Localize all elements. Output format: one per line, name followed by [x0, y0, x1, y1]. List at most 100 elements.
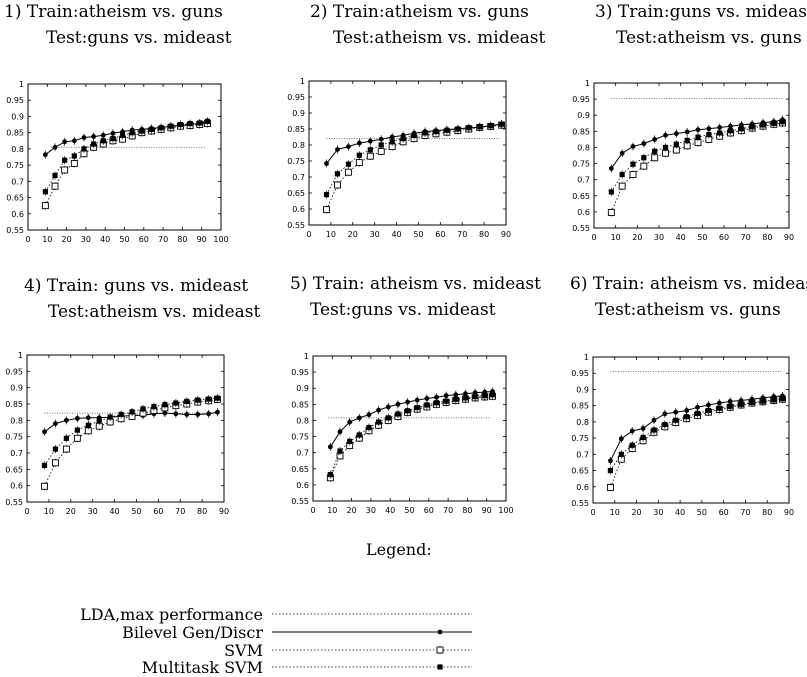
point-svm — [640, 162, 648, 170]
point-multitask-svm — [345, 161, 351, 167]
point-multitask-svm — [705, 407, 712, 414]
y-tick-label: 1 — [585, 79, 590, 88]
series-line-multitask-svm — [610, 121, 783, 193]
point-bilevel-gen-discr — [356, 140, 362, 146]
point-multitask-svm — [443, 398, 449, 404]
panel-2-title-line1: 2) Train:atheism vs. guns — [310, 2, 529, 22]
point-multitask-svm — [385, 415, 391, 421]
x-tick-label: 50 — [697, 233, 707, 242]
y-tick-label: 0.7 — [576, 450, 589, 459]
point-bilevel-gen-discr — [71, 138, 77, 144]
point-multitask-svm — [187, 120, 193, 127]
point-multitask-svm — [499, 121, 505, 127]
point-multitask-svm — [85, 422, 91, 428]
y-tick-label: 0.75 — [291, 433, 309, 442]
y-tick-label: 0.55 — [5, 498, 23, 507]
point-multitask-svm — [488, 123, 494, 129]
point-bilevel-gen-discr — [453, 392, 459, 398]
point-bilevel-gen-discr — [695, 404, 700, 410]
x-tick-label: 10 — [327, 506, 337, 515]
point-bilevel-gen-discr — [443, 393, 449, 399]
point-multitask-svm — [433, 400, 440, 406]
point-svm — [651, 154, 659, 162]
point-multitask-svm — [100, 138, 106, 144]
x-tick-label: 0 — [306, 230, 311, 239]
point-bilevel-gen-discr — [162, 410, 168, 416]
point-svm — [51, 182, 59, 190]
point-multitask-svm — [204, 118, 211, 124]
point-multitask-svm — [184, 398, 190, 404]
x-tick-label: 20 — [348, 230, 358, 239]
y-tick-label: 0.7 — [296, 449, 309, 458]
point-svm — [607, 209, 615, 216]
y-tick-label: 0.75 — [571, 434, 589, 443]
point-multitask-svm — [173, 400, 179, 406]
point-svm — [52, 459, 59, 467]
point-bilevel-gen-discr — [366, 412, 372, 418]
x-tick-label: 40 — [676, 233, 686, 242]
y-tick-label: 1 — [300, 77, 305, 86]
y-tick-label: 0.85 — [571, 402, 589, 411]
x-tick-label: 90 — [219, 507, 229, 516]
y-tick-label: 0.85 — [6, 129, 24, 138]
y-tick-label: 0.6 — [296, 481, 309, 490]
y-tick-label: 0.7 — [11, 177, 24, 186]
point-multitask-svm — [760, 122, 766, 128]
point-multitask-svm — [727, 128, 734, 134]
point-bilevel-gen-discr — [347, 419, 353, 425]
point-bilevel-gen-discr — [42, 429, 47, 435]
legend-marker-svm — [436, 646, 444, 654]
y-tick-label: 0.7 — [10, 449, 23, 458]
point-bilevel-gen-discr — [184, 412, 190, 417]
point-bilevel-gen-discr — [717, 125, 723, 130]
series-line-svm — [45, 123, 208, 206]
x-tick-label: 20 — [632, 233, 642, 242]
point-multitask-svm — [367, 147, 373, 153]
x-tick-label: 60 — [424, 506, 434, 515]
y-tick-label: 0.6 — [11, 210, 24, 219]
y-tick-label: 0.7 — [577, 176, 590, 185]
legend-label-bilevel: Bilevel Gen/Discr — [122, 623, 263, 642]
point-multitask-svm — [651, 427, 657, 433]
legend-sample-lda — [272, 613, 472, 615]
x-tick-label: 60 — [435, 230, 445, 239]
point-bilevel-gen-discr — [651, 417, 657, 423]
point-svm — [629, 171, 637, 178]
point-multitask-svm — [477, 124, 483, 130]
point-bilevel-gen-discr — [42, 152, 48, 158]
x-tick-label: 30 — [370, 230, 380, 239]
legend-marker-multitask-svm — [437, 664, 443, 670]
point-multitask-svm — [139, 128, 145, 134]
point-svm — [334, 181, 341, 189]
point-svm — [41, 482, 48, 490]
x-tick-label: 70 — [741, 233, 751, 242]
point-multitask-svm — [327, 471, 333, 478]
point-bilevel-gen-discr — [706, 126, 712, 132]
x-tick-label: 10 — [610, 508, 620, 517]
y-tick-label: 0.55 — [287, 221, 305, 230]
x-tick-label: 40 — [385, 506, 395, 515]
y-tick-label: 1 — [19, 80, 24, 89]
point-bilevel-gen-discr — [608, 458, 613, 464]
panel-2-title-line2: Test:atheism vs. mideast — [333, 28, 546, 48]
point-svm — [323, 206, 330, 214]
y-tick-label: 0.65 — [6, 194, 24, 203]
point-bilevel-gen-discr — [608, 165, 614, 171]
point-multitask-svm — [771, 120, 777, 126]
point-bilevel-gen-discr — [405, 399, 410, 405]
point-multitask-svm — [414, 404, 420, 411]
point-bilevel-gen-discr — [367, 138, 373, 144]
y-tick-label: 0.55 — [6, 226, 24, 235]
point-bilevel-gen-discr — [652, 136, 658, 142]
y-tick-label: 0.75 — [287, 157, 305, 166]
point-multitask-svm — [662, 144, 669, 151]
point-svm — [377, 147, 385, 155]
x-tick-label: 0 — [24, 507, 29, 516]
x-tick-label: 30 — [654, 233, 664, 242]
x-tick-label: 100 — [213, 235, 228, 244]
x-tick-label: 0 — [310, 506, 315, 515]
x-tick-label: 40 — [675, 508, 685, 517]
y-tick-label: 0.9 — [292, 109, 305, 118]
